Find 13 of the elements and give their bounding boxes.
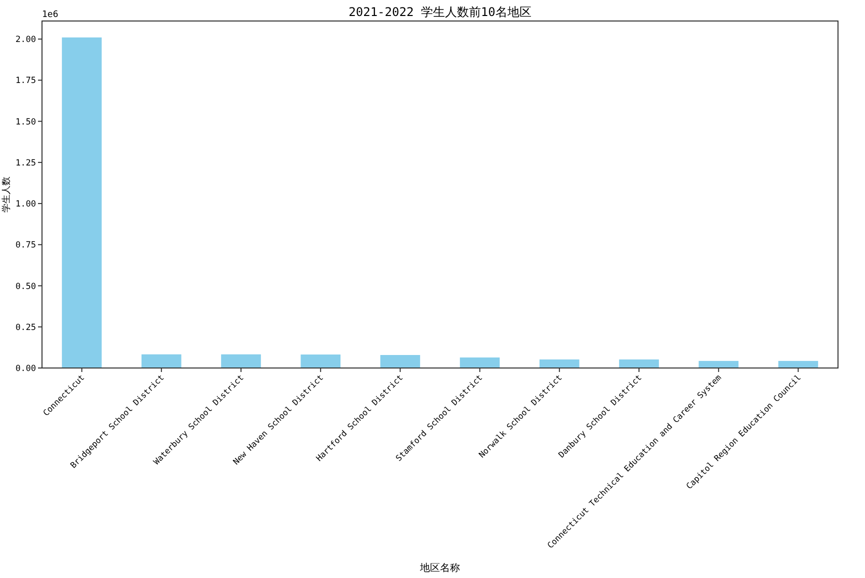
x-axis-title: 地区名称 — [419, 562, 460, 574]
y-tick-label: 0.75 — [16, 240, 36, 251]
chart-title: 2021-2022 学生人数前10名地区 — [348, 5, 532, 19]
y-tick-label: 2.00 — [16, 35, 36, 46]
y-tick-label: 1.50 — [16, 117, 36, 128]
text: 1e6 — [42, 10, 58, 20]
y-tick-label: 0.00 — [16, 364, 36, 374]
y-tick-label: 0.50 — [16, 282, 36, 292]
y-tick-label: 1.00 — [16, 200, 36, 210]
y-tick-label: 1.75 — [16, 76, 36, 86]
y-axis-title: 学生人数 — [1, 176, 12, 212]
y-tick-label: 1.25 — [16, 158, 36, 168]
y-tick-label: 0.25 — [16, 322, 36, 333]
